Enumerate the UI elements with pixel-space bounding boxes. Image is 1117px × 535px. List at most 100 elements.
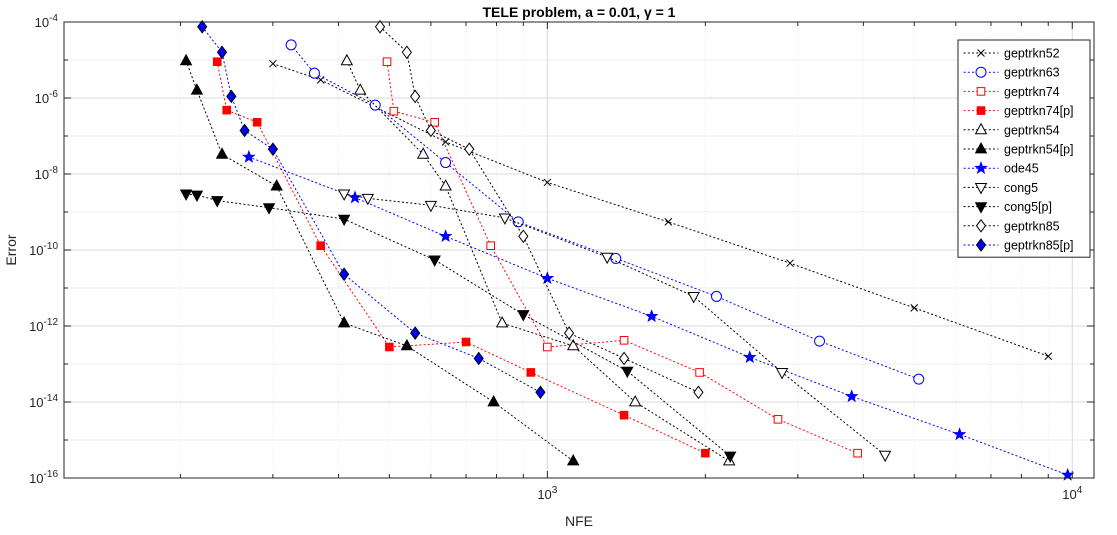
- diamond-marker-shape: [473, 351, 484, 366]
- data-point: [215, 147, 229, 159]
- x-axis-label: NFE: [565, 513, 593, 529]
- y-tick-label-base: 10: [29, 319, 43, 334]
- x-marker-shape: [269, 59, 277, 68]
- triangle-down-marker-shape: [428, 255, 441, 267]
- tick-marks: [64, 21, 1094, 479]
- legend-label: geptrkn74: [1004, 85, 1060, 99]
- data-point: [695, 368, 704, 377]
- data-point: [252, 117, 262, 127]
- triangle-up-marker-shape: [270, 179, 283, 191]
- diamond-marker-shape: [618, 351, 630, 366]
- square-marker-shape: [430, 117, 439, 127]
- data-point: [853, 448, 862, 458]
- data-point: [461, 337, 471, 347]
- star-marker-shape: [974, 161, 988, 174]
- triangle-up-marker-shape: [400, 338, 414, 351]
- star-marker-shape: [644, 309, 659, 323]
- data-point: [543, 178, 552, 187]
- circle-marker-shape: [369, 99, 381, 111]
- diamond-marker-shape: [226, 89, 237, 104]
- triangle-up-marker-shape: [353, 83, 367, 95]
- legend-item: geptrkn52: [963, 47, 1060, 61]
- data-point: [773, 415, 783, 424]
- data-point: [190, 190, 204, 203]
- triangle-up-marker-shape: [340, 53, 354, 66]
- data-point: [644, 309, 659, 323]
- legend-marker: [974, 122, 988, 135]
- y-tick-label-exponent: -6: [49, 89, 58, 100]
- x-marker-shape: [786, 259, 794, 268]
- legend-marker: [974, 161, 988, 174]
- data-point: [618, 351, 630, 366]
- square-marker-shape: [619, 336, 629, 345]
- data-point: [600, 252, 614, 265]
- square-marker-shape: [385, 342, 394, 352]
- circle-marker-shape: [308, 67, 320, 79]
- circle-marker-shape: [440, 157, 452, 169]
- series-cong5-p: [179, 189, 737, 464]
- y-tick-label-exponent: -12: [44, 317, 59, 328]
- data-point: [540, 271, 555, 285]
- series-line: [379, 26, 699, 393]
- legend-item: geptrkn85[p]: [963, 238, 1074, 253]
- data-point: [382, 57, 392, 67]
- series-line: [343, 193, 886, 456]
- data-point: [385, 342, 394, 352]
- triangle-up-marker-shape: [190, 83, 204, 95]
- data-point: [348, 190, 362, 204]
- x-marker-shape: [977, 49, 985, 57]
- star-marker-shape: [438, 229, 453, 243]
- data-point: [526, 368, 536, 377]
- data-point: [401, 45, 413, 60]
- triangle-down-marker-shape: [621, 366, 634, 379]
- series-geptrkn52: [269, 59, 1053, 361]
- y-tick-label-base: 10: [35, 15, 49, 30]
- y-tick-label: 10-8: [35, 165, 59, 182]
- legend-label: geptrkn85[p]: [1004, 239, 1074, 253]
- data-point: [179, 189, 193, 201]
- data-point: [338, 267, 350, 282]
- data-point: [910, 304, 919, 312]
- data-point: [410, 326, 421, 340]
- data-point: [566, 338, 580, 351]
- y-axis-label: Error: [3, 234, 19, 265]
- triangle-up-marker-shape: [215, 147, 229, 159]
- y-tick-label-base: 10: [29, 395, 43, 410]
- legend-marker: [975, 218, 987, 233]
- diamond-marker-shape: [563, 326, 575, 340]
- data-point: [226, 89, 237, 104]
- data-point: [262, 203, 276, 215]
- data-point: [361, 193, 375, 206]
- data-point: [389, 106, 399, 116]
- data-point: [438, 229, 453, 243]
- y-tick-label: 10-4: [35, 13, 59, 30]
- diamond-marker-shape: [401, 45, 413, 60]
- legend-item: geptrkn54: [963, 122, 1060, 137]
- diamond-marker-shape: [216, 45, 228, 60]
- data-point: [439, 179, 452, 191]
- legend-item: geptrkn63: [963, 66, 1060, 80]
- diamond-marker-shape: [425, 123, 437, 138]
- legend-label: geptrkn85: [1004, 219, 1060, 233]
- star-marker-shape: [540, 271, 555, 285]
- data-point: [498, 213, 512, 225]
- data-point: [473, 351, 484, 366]
- square-marker-shape: [543, 342, 552, 352]
- data-point: [369, 99, 381, 111]
- y-tick-label: 10-6: [35, 89, 59, 106]
- series-line: [185, 60, 574, 462]
- legend: geptrkn52 geptrkn63 geptrkn74 geptrkn74[p] g…: [957, 39, 1091, 258]
- y-tick-label-base: 10: [29, 243, 43, 258]
- data-point: [428, 255, 441, 267]
- triangle-down-marker-shape: [687, 292, 700, 304]
- data-point: [210, 196, 224, 208]
- data-point: [270, 179, 283, 191]
- data-point: [486, 241, 496, 250]
- series-geptrkn63: [285, 39, 925, 385]
- diamond-marker-shape: [518, 229, 529, 244]
- legend-label: geptrkn54: [1004, 123, 1060, 137]
- square-marker-shape: [486, 241, 496, 250]
- data-point: [619, 410, 629, 420]
- data-point: [440, 157, 452, 169]
- series-layer: [179, 19, 1075, 481]
